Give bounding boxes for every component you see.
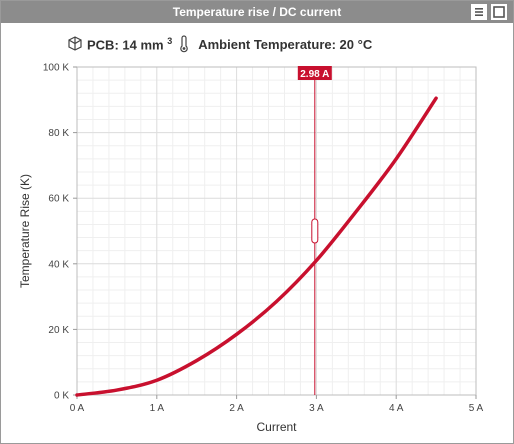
- cube-icon: [67, 35, 83, 53]
- plot-border: [76, 66, 477, 396]
- grid-major: [77, 67, 476, 395]
- y-axis-ticks: 0 K 20 K 40 K 60 K 80 K 100 K: [43, 63, 77, 402]
- pcb-size-text: PCB: 14 mm: [87, 37, 164, 53]
- series-layer: [75, 96, 438, 397]
- maximize-icon[interactable]: [491, 4, 507, 20]
- pcb-size-exponent: 3: [167, 35, 173, 46]
- pcb-size-label: PCB: 14 mm 3: [87, 36, 172, 52]
- maximize-icon-glyph: [493, 6, 505, 18]
- series-line: [75, 96, 438, 397]
- y-tick-label: 100 K: [43, 63, 69, 74]
- cursor-value-label: 2.98 A: [300, 69, 329, 80]
- ambient-temperature-label: Ambient Temperature: 20 °C: [198, 36, 373, 52]
- y-axis-label: Temperature Rise (K): [18, 174, 32, 288]
- x-tick-label: 2 A: [229, 403, 244, 414]
- menu-icon[interactable]: [471, 4, 487, 20]
- title-bar: Temperature rise / DC current: [1, 1, 513, 23]
- cursor-value-badge: [297, 66, 332, 80]
- y-tick-label: 80 K: [48, 128, 69, 139]
- x-tick-label: 3 A: [309, 403, 324, 414]
- temperature-rise-chart: 0 A 1 A 2 A 3 A 4 A 5 A 0 K 20 K 40 K 60 K 80 K 10…: [18, 63, 484, 435]
- x-tick-label: 5 A: [469, 403, 484, 414]
- menu-icon-glyph: [475, 8, 483, 16]
- x-axis-ticks: 0 A 1 A 2 A 3 A 4 A 5 A: [70, 395, 484, 414]
- x-tick-label: 4 A: [389, 403, 404, 414]
- chart-conditions: PCB: 14 mm 3 Ambient Temperature: 20 °C: [67, 34, 378, 54]
- y-tick-label: 20 K: [48, 325, 69, 336]
- window-title: Temperature rise / DC current: [172, 5, 342, 19]
- y-tick-label: 40 K: [48, 259, 69, 270]
- cursor-drag-handle[interactable]: [311, 218, 319, 244]
- grid-minor: [77, 67, 476, 395]
- thermometer-icon: [178, 35, 194, 53]
- x-tick-label: 0 A: [70, 403, 85, 414]
- cursor-layer[interactable]: 2.98 A: [297, 66, 332, 395]
- y-tick-label: 60 K: [48, 194, 69, 205]
- y-tick-label: 0 K: [54, 391, 69, 402]
- x-axis-label: Current: [256, 420, 297, 434]
- x-tick-label: 1 A: [150, 403, 165, 414]
